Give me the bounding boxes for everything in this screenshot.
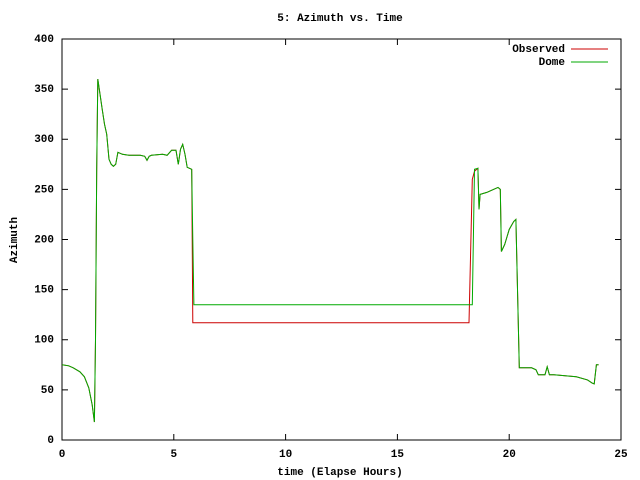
plot-frame [61, 38, 622, 441]
x-axis-label: time (Elapse Hours) [277, 467, 402, 479]
x-tick-label: 10 [279, 449, 292, 461]
y-tick-label: 350 [34, 84, 54, 96]
x-tick-label: 5 [170, 449, 177, 461]
y-tick-label: 200 [34, 234, 54, 246]
chart-title: 5: Azimuth vs. Time [277, 13, 403, 25]
x-tick-label: 0 [59, 449, 66, 461]
x-tick-label: 15 [391, 449, 405, 461]
legend-label: Observed [512, 44, 565, 56]
y-tick-label: 50 [41, 385, 54, 397]
series-line [61, 79, 599, 423]
x-tick-label: 25 [614, 449, 628, 461]
y-axis-label: Azimuth [9, 217, 21, 263]
y-tick-label: 0 [47, 435, 54, 447]
y-tick-label: 100 [34, 335, 54, 347]
y-tick-label: 300 [34, 134, 54, 146]
series-line [61, 79, 599, 423]
y-tick-label: 150 [34, 285, 54, 297]
y-tick-label: 400 [34, 34, 54, 46]
y-tick-label: 250 [34, 184, 54, 196]
legend-label: Dome [539, 57, 566, 69]
x-tick-label: 20 [503, 449, 516, 461]
